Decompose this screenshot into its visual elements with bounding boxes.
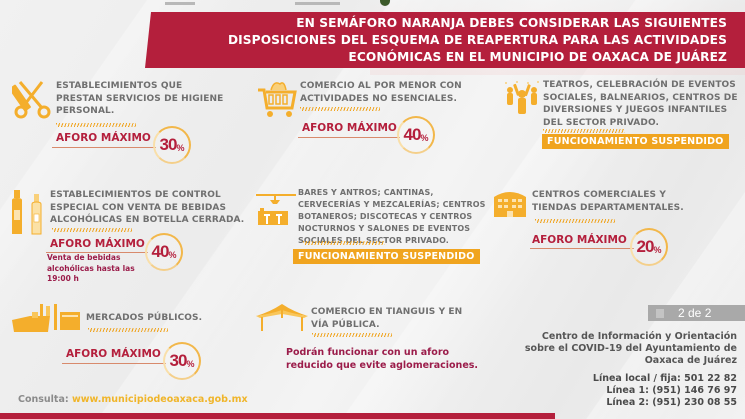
card-title-line: CERVECERÍAS Y MEZCALERÍAS; CENTROS: [298, 200, 486, 209]
note-line: 19:00 h: [47, 274, 79, 283]
card-title-line: PRESTAN SERVICIOS DE HIGIENE: [56, 93, 224, 104]
card-title-line: COMERCIO AL POR MENOR CON: [300, 81, 462, 91]
aforo-label: AFORO MÁXIMO: [532, 234, 627, 246]
hatch-divider: [56, 123, 136, 127]
page-label: 2 de 2: [678, 306, 712, 320]
hatch-divider: [300, 107, 380, 111]
tent-canopy-icon: [256, 304, 308, 331]
percent-badge: 40%: [145, 233, 183, 271]
consulta-label: Consulta:: [18, 394, 69, 405]
card-title-line: TIENDAS DEPARTAMENTALES.: [532, 202, 684, 213]
percent-sign: %: [168, 250, 177, 260]
phone-line-2: Línea 2: (951) 230 08 55: [606, 397, 737, 408]
logo-fragment: [165, 2, 195, 5]
suspended-badge: FUNCIONAMIENTO SUSPENDIDO: [293, 249, 480, 264]
card-title-line: BOTANEROS; DISCOTECAS Y CENTROS: [298, 212, 473, 221]
liquor-bottles-icon: [12, 190, 42, 235]
footer-bar: [0, 413, 555, 419]
aforo-label: AFORO MÁXIMO: [50, 238, 145, 250]
percent-badge: 30%: [153, 126, 191, 164]
hatch-divider: [88, 328, 168, 332]
aforo-label: AFORO MÁXIMO: [56, 132, 151, 144]
hatch-divider: [303, 241, 385, 245]
card-title-line: NOCTURNOS Y SALONES DE EVENTOS: [298, 224, 471, 233]
aforo-underline: [62, 363, 166, 364]
website-link[interactable]: www.municipiodeoaxaca.gob.mx: [72, 394, 248, 405]
banner-line: EN SEMÁFORO NARANJA DEBES CONSIDERAR LAS…: [296, 16, 727, 30]
hatch-divider: [535, 219, 615, 223]
hatch-divider: [543, 129, 625, 133]
aforo-label: AFORO MÁXIMO: [302, 122, 397, 134]
note-line: alcohólicas hasta las: [47, 263, 135, 273]
aforo-underline: [530, 248, 634, 249]
hatch-divider: [52, 228, 132, 232]
note-line: Venta de bebidas: [47, 253, 121, 262]
card-title-line: CENTROS COMERCIALES Y: [532, 190, 666, 200]
card-title-line: ESTABLECIMIENTOS QUE: [56, 81, 183, 91]
percent-badge: 30%: [163, 342, 201, 380]
info-line: sobre el COVID-19 del Ayuntamiento de: [524, 343, 737, 354]
phone-list: Línea local / fija: 501 22 82 Línea 1: (…: [593, 373, 737, 409]
header-banner: EN SEMÁFORO NARANJA DEBES CONSIDERAR LAS…: [145, 12, 745, 68]
shopping-cart-icon: [258, 82, 297, 117]
percent-value: 40: [403, 125, 422, 144]
card-title-line: SOCIALES DEL SECTOR PRIVADO.: [298, 236, 449, 245]
bar-counter-icon: [256, 194, 296, 225]
logo-fragment: [295, 2, 340, 5]
top-logos: [165, 0, 390, 8]
card-title-line: MERCADOS PÚBLICOS.: [86, 313, 203, 323]
percent-value: 30: [159, 135, 178, 154]
logo-emblem: [380, 0, 390, 6]
info-line: Centro de Información y Orientación: [541, 331, 737, 342]
phone-line-1: Línea 1: (951) 146 76 97: [606, 385, 737, 396]
market-stall-icon: [12, 304, 80, 332]
page-indicator: 2 de 2: [648, 305, 745, 321]
card-title-line: BARES Y ANTROS; CANTINAS,: [298, 188, 434, 197]
aforo-label: AFORO MÁXIMO: [66, 348, 161, 360]
card-title-line: ALCOHÓLICAS EN BOTELLA CERRADA.: [50, 215, 245, 225]
card-title-line: COMERCIO EN TIANGUIS Y EN: [311, 307, 463, 317]
card-title-line: VÍA PÚBLICA.: [311, 319, 380, 330]
aforo-underline: [46, 252, 148, 253]
card-note: Podrán funcionar con un aforo reducido q…: [286, 346, 478, 372]
phone-line-local: Línea local / fija: 501 22 82: [592, 373, 737, 384]
suspended-badge: FUNCIONAMIENTO SUSPENDIDO: [542, 134, 729, 149]
card-title-line: PERSONAL.: [56, 106, 115, 116]
percent-sign: %: [186, 359, 195, 369]
card-title-line: ESPECIAL CON VENTA DE BEBIDAS: [50, 202, 227, 213]
percent-badge: 20%: [630, 228, 668, 266]
card-note: Venta de bebidas alcohólicas hasta las 1…: [47, 253, 135, 285]
note-line: reducido que evite aglomeraciones.: [286, 360, 479, 371]
percent-sign: %: [420, 133, 429, 143]
crowd-party-icon: [505, 81, 539, 114]
footer-consulta: Consulta: www.municipiodeoaxaca.gob.mx: [18, 394, 248, 405]
aforo-underline: [298, 137, 400, 138]
percent-sign: %: [176, 143, 185, 153]
percent-sign: %: [653, 245, 662, 255]
card-title-line: TEATROS, CELEBRACIÓN DE EVENTOS: [543, 80, 736, 90]
percent-value: 20: [636, 237, 655, 256]
banner-line: ECONÓMICAS EN EL MUNICIPIO DE OAXACA DE …: [348, 50, 727, 64]
aforo-underline: [52, 147, 156, 148]
banner-line: DISPOSICIONES DEL ESQUEMA DE REAPERTURA …: [227, 33, 727, 47]
card-title-line: ACTIVIDADES NO ESENCIALES.: [300, 93, 457, 104]
info-line: Oaxaca de Juárez: [644, 355, 737, 366]
percent-value: 40: [151, 242, 170, 261]
card-title-line: DIVERSIONES Y JUEGOS INFANTILES: [543, 105, 728, 115]
percent-value: 30: [169, 351, 188, 370]
page-icon: [656, 309, 664, 318]
percent-badge: 40%: [397, 116, 435, 154]
card-title-line: ESTABLECIMIENTOS DE CONTROL: [50, 190, 221, 200]
card-title-line: SOCIALES, BALNEARIOS, CENTROS DE: [543, 92, 738, 103]
scissors-comb-icon: [12, 81, 51, 119]
hatch-divider: [312, 333, 392, 337]
card-title-line: DEL SECTOR PRIVADO.: [543, 117, 660, 128]
info-center: Centro de Información y Orientación sobr…: [525, 331, 737, 367]
shopping-mall-icon: [494, 192, 526, 217]
note-line: Podrán funcionar con un aforo: [286, 347, 450, 358]
